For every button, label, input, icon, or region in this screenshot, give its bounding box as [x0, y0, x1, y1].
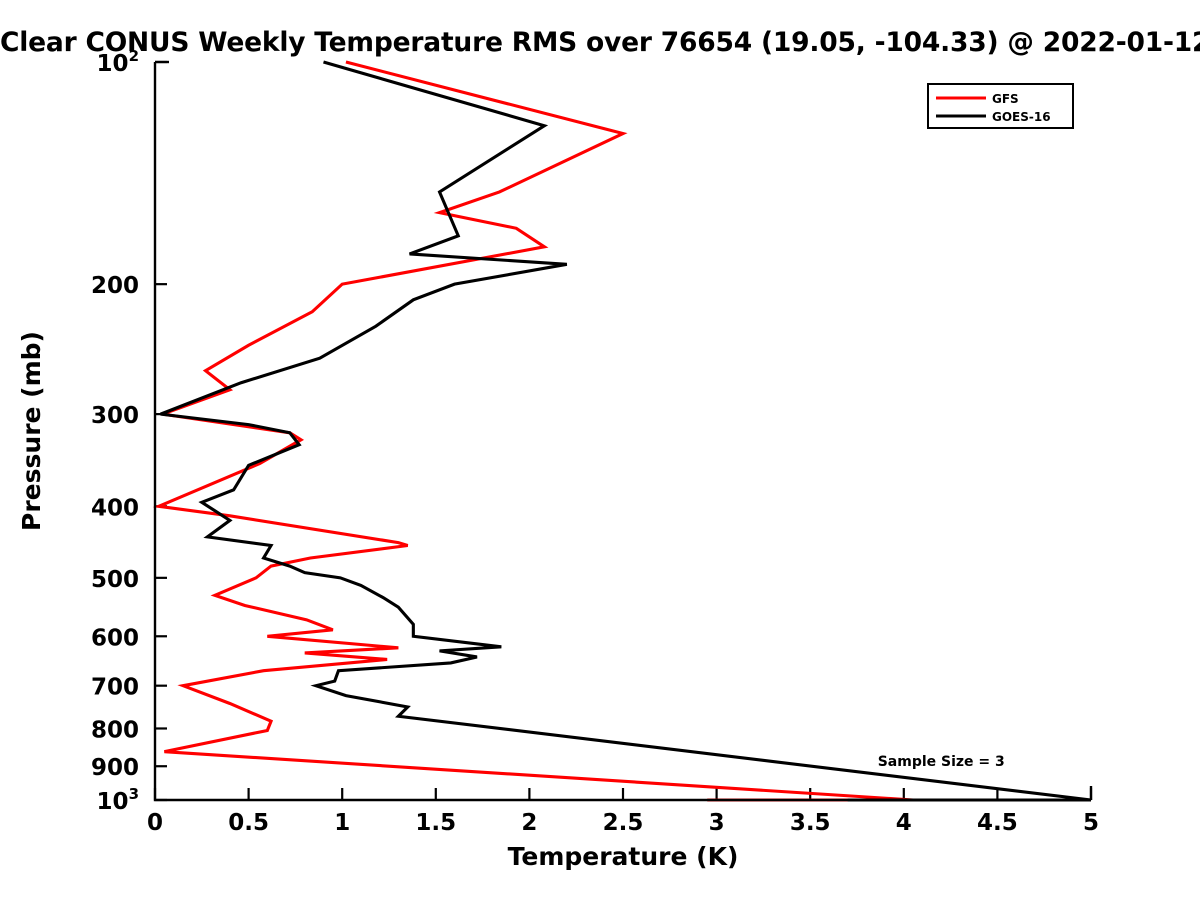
x-tick-label: 1.5	[415, 810, 456, 836]
series-line-goes-16	[160, 60, 1092, 802]
x-tick-label: 0	[147, 810, 163, 836]
legend-label-goes-16: GOES-16	[992, 110, 1051, 124]
axis-label-layer: 102 200 300 400 500 600 700 800 900 103 0 0.5 1 1.5 2 2…	[17, 47, 1099, 871]
annotation-layer: Sample Size = 3	[878, 754, 1005, 770]
x-tick-label: 5	[1083, 810, 1099, 836]
x-tick-label: 2	[521, 810, 537, 836]
x-tick-label: 4.5	[977, 810, 1018, 836]
series-layer	[152, 60, 1092, 802]
y-tick-label: 900	[91, 755, 139, 781]
axes-spines	[153, 60, 1093, 802]
x-axis-label: Temperature (K)	[508, 842, 739, 871]
y-tick-label: 200	[91, 273, 139, 299]
y-axis-label: Pressure (mb)	[17, 331, 46, 531]
tick-layer	[153, 60, 1093, 802]
x-tick-label: 4	[896, 810, 912, 836]
y-tick-label: 700	[91, 675, 139, 701]
x-tick-label: 2.5	[603, 810, 644, 836]
page-title: Clear CONUS Weekly Temperature RMS over …	[0, 27, 1200, 58]
x-tick-label: 1	[334, 810, 350, 836]
axis-frame	[153, 62, 1091, 802]
x-tick-label: 3	[709, 810, 725, 836]
x-tick-label: 0.5	[228, 810, 269, 836]
y-tick-label: 500	[91, 567, 139, 593]
legend-frame	[927, 83, 1074, 129]
y-tick-label: 600	[91, 625, 139, 651]
x-tick-label: 3.5	[790, 810, 831, 836]
sample-size-annotation: Sample Size = 3	[878, 754, 1005, 770]
series-line-gfs	[152, 60, 914, 802]
legend-label-gfs: GFS	[992, 92, 1019, 106]
y-tick-label: 400	[91, 495, 139, 521]
y-tick-label: 800	[91, 717, 139, 743]
chart-legend[interactable]: GFS GOES-16	[927, 83, 1074, 129]
y-tick-label-top: 102	[97, 47, 139, 77]
y-tick-label-bottom: 103	[97, 785, 139, 815]
y-tick-label: 300	[91, 403, 139, 429]
